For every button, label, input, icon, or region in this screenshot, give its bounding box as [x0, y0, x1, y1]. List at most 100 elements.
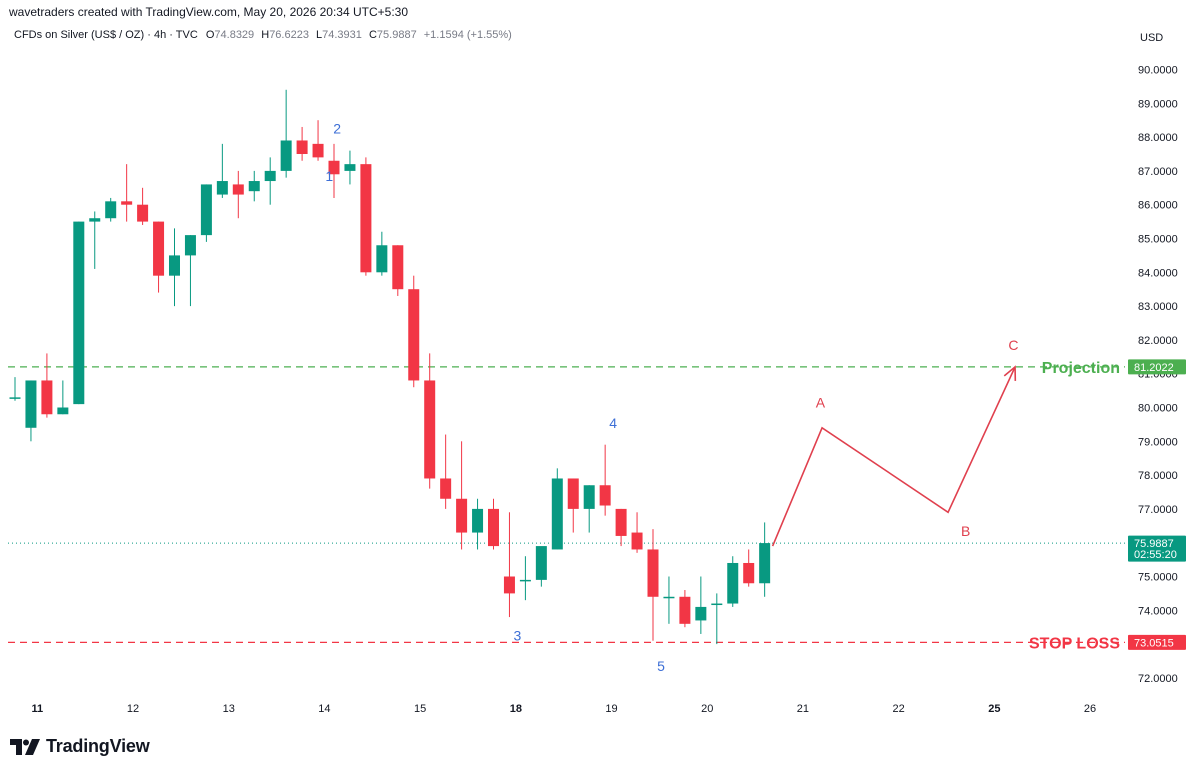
- high-label: H: [261, 29, 270, 41]
- candle-body: [57, 407, 69, 415]
- y-tick-label: 86.0000: [1138, 200, 1178, 212]
- candle-body: [503, 576, 515, 594]
- x-tick-label: 21: [797, 703, 809, 715]
- arrow-head-icon: [1003, 365, 1017, 381]
- wave-label-1: 1: [325, 168, 333, 184]
- candle-body: [488, 508, 499, 547]
- stop-loss-price-badge: 73.0515: [1134, 637, 1174, 649]
- candle-body: [137, 204, 149, 222]
- candle-body: [631, 532, 643, 550]
- chart-credit: wavetraders created with TradingView.com…: [9, 5, 408, 19]
- candle-body: [344, 164, 356, 171]
- candle-body: [711, 603, 723, 606]
- last-price-badge: 75.9887: [1134, 538, 1174, 550]
- candle-body: [424, 380, 436, 479]
- x-tick-label: 14: [318, 703, 330, 715]
- candle-body: [105, 201, 117, 219]
- x-tick-label: 19: [605, 703, 617, 715]
- x-tick-label: 18: [510, 703, 522, 715]
- candle-body: [472, 508, 484, 533]
- candle-body: [599, 485, 611, 506]
- candle-body: [583, 485, 595, 509]
- y-tick-label: 72.0000: [1138, 673, 1178, 685]
- abc-label-C: C: [1008, 337, 1018, 353]
- close-value: 75.9887: [376, 29, 417, 41]
- candle-body: [328, 160, 340, 175]
- stop-loss-price-badge-bg: [1128, 634, 1186, 650]
- candle-body: [216, 181, 228, 195]
- y-tick-label: 78.0000: [1138, 470, 1178, 482]
- candle-body: [567, 478, 579, 509]
- y-tick-label: 89.0000: [1138, 98, 1178, 110]
- wave-label-4: 4: [609, 415, 617, 431]
- low-label: L: [316, 29, 323, 41]
- wave-label-2: 2: [333, 121, 341, 137]
- y-tick-label: 74.0000: [1138, 605, 1178, 617]
- candle-body: [647, 549, 659, 597]
- candle-body: [519, 579, 531, 582]
- symbol-title[interactable]: CFDs on Silver (US$ / OZ) · 4h · TVC: [14, 29, 198, 41]
- abc-projection-path: [771, 366, 1016, 547]
- y-tick-label: 87.0000: [1138, 166, 1178, 178]
- wave-label-5: 5: [657, 658, 665, 674]
- close-label: C: [368, 29, 377, 41]
- high-value: 76.6223: [269, 29, 309, 41]
- candle-body: [280, 140, 292, 171]
- candle-body: [679, 596, 691, 624]
- candle-body: [296, 140, 308, 154]
- candle-body: [73, 221, 85, 405]
- currency-label: USD: [1140, 32, 1164, 44]
- x-tick-label: 15: [414, 703, 426, 715]
- x-tick-label: 26: [1084, 703, 1096, 715]
- candle-body: [392, 245, 404, 290]
- projection-price-badge: 81.2022: [1134, 362, 1174, 374]
- last-price-badge-countdown: 02:55:20: [1134, 549, 1177, 561]
- level-label-projection: Projection: [1042, 360, 1120, 377]
- candle-body: [663, 596, 675, 599]
- candle-body: [727, 562, 739, 604]
- y-tick-label: 90.0000: [1138, 65, 1178, 77]
- candle-body: [184, 235, 196, 256]
- candle-body: [615, 508, 627, 536]
- candle-body: [535, 546, 547, 580]
- candle-body: [232, 184, 244, 195]
- abc-label-A: A: [816, 395, 826, 411]
- candle-body: [551, 478, 563, 550]
- candle-body: [695, 606, 707, 621]
- candle-body: [89, 218, 101, 222]
- candle-body: [153, 221, 165, 276]
- candle-body: [25, 380, 37, 428]
- x-tick-label: 20: [701, 703, 713, 715]
- y-tick-label: 77.0000: [1138, 504, 1178, 516]
- y-tick-label: 79.0000: [1138, 436, 1178, 448]
- last-price-badge-bg: [1128, 535, 1186, 562]
- wave-label-3: 3: [514, 628, 522, 644]
- candle-body: [376, 245, 388, 273]
- tradingview-logo-icon: [10, 738, 40, 755]
- open-label: O: [205, 29, 215, 41]
- y-tick-label: 80.0000: [1138, 403, 1178, 415]
- y-tick-label: 88.0000: [1138, 132, 1178, 144]
- y-tick-label: 83.0000: [1138, 301, 1178, 313]
- candle-body: [456, 498, 468, 533]
- abc-label-B: B: [961, 523, 970, 539]
- level-label-stop-loss: STOP LOSS: [1029, 635, 1120, 652]
- low-value: 74.3931: [322, 29, 362, 41]
- candle-body: [360, 164, 372, 273]
- x-tick-label: 25: [988, 703, 1000, 715]
- candle-body: [9, 397, 21, 399]
- y-tick-label: 82.0000: [1138, 335, 1178, 347]
- candle-body: [264, 170, 276, 182]
- y-tick-label: 75.0000: [1138, 572, 1178, 584]
- symbol-legend: CFDs on Silver (US$ / OZ) · 4h · TVC O 74…: [14, 29, 512, 41]
- candle-body: [440, 478, 452, 499]
- candle-body: [41, 380, 53, 415]
- candle-body: [169, 255, 180, 276]
- candle-body: [759, 543, 771, 584]
- x-tick-label: 13: [223, 703, 235, 715]
- tradingview-brand[interactable]: TradingView: [10, 736, 150, 757]
- candle-body: [312, 143, 324, 158]
- candle-body: [121, 201, 133, 205]
- candle-body: [408, 289, 420, 381]
